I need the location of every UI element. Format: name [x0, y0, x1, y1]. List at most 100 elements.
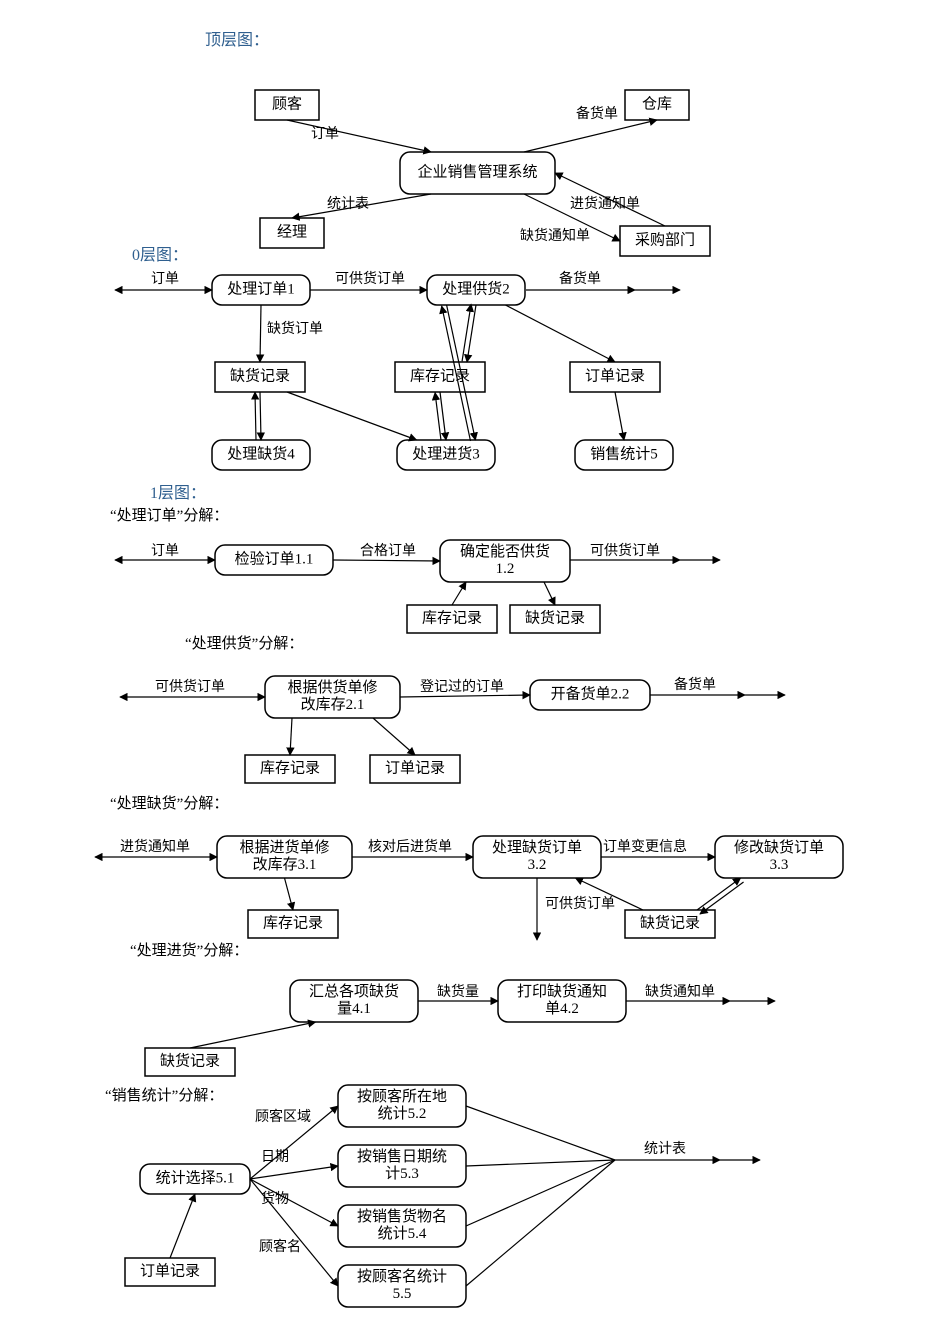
- d2_p21: 根据供货单修改库存2.1: [265, 676, 400, 718]
- svg-text:按销售日期统: 按销售日期统: [357, 1148, 447, 1165]
- svg-text:缺货记录: 缺货记录: [160, 1052, 220, 1069]
- d2_p22: 开备货单2.2: [530, 680, 650, 710]
- svg-text:统计5.4: 统计5.4: [378, 1225, 427, 1242]
- d5_order: 订单记录: [125, 1258, 215, 1286]
- t_purchase: 采购部门: [620, 226, 710, 256]
- edge-label: 可供货订单: [545, 895, 615, 912]
- edge-label: 货物: [261, 1190, 289, 1207]
- edge-label: 备货单: [576, 105, 618, 122]
- l0_p1: 处理订单1: [212, 275, 310, 305]
- edge-label: 缺货量: [437, 983, 479, 1000]
- svg-text:缺货记录: 缺货记录: [640, 914, 700, 931]
- section-heading: 1层图：: [150, 485, 206, 502]
- flow-edge: [285, 878, 294, 910]
- svg-text:按顾客名统计: 按顾客名统计: [357, 1268, 447, 1285]
- section-heading: 顶层图：: [205, 31, 269, 49]
- flow-edge: [505, 305, 615, 362]
- edge-label: 订单: [151, 543, 179, 559]
- edge-label: 日期: [261, 1149, 289, 1165]
- d2_stock: 库存记录: [245, 755, 335, 783]
- flow-edge: [250, 1179, 338, 1286]
- flow-edge: [260, 392, 261, 440]
- svg-text:3.2: 3.2: [528, 857, 547, 873]
- edge-label: 顾客区域: [255, 1108, 311, 1125]
- svg-text:开备货单2.2: 开备货单2.2: [551, 685, 630, 702]
- svg-text:库存记录: 库存记录: [422, 609, 482, 626]
- svg-text:处理订单1: 处理订单1: [227, 280, 295, 297]
- svg-text:统计5.2: 统计5.2: [378, 1105, 427, 1122]
- svg-text:统计选择5.1: 统计选择5.1: [156, 1169, 235, 1186]
- d5_p52: 按顾客所在地统计5.2: [338, 1085, 466, 1127]
- l0_p4: 处理缺货4: [212, 440, 310, 470]
- flow-edge: [452, 582, 466, 605]
- edge-label: 可供货订单: [335, 270, 405, 287]
- svg-text:改库存2.1: 改库存2.1: [301, 696, 365, 713]
- d3_p32: 处理缺货订单3.2: [473, 836, 601, 878]
- edge-label: 统计表: [644, 1141, 686, 1157]
- l0_orderrec: 订单记录: [570, 362, 660, 392]
- t_warehouse: 仓库: [625, 90, 689, 120]
- edge-label: 缺货通知单: [645, 983, 715, 1000]
- flow-edge: [435, 393, 441, 441]
- svg-text:计5.3: 计5.3: [385, 1165, 419, 1182]
- edge-label: 备货单: [559, 270, 601, 287]
- svg-text:打印缺货通知: 打印缺货通知: [517, 983, 607, 1000]
- l0_p3: 处理进货3: [397, 440, 495, 470]
- edge-label: 可供货订单: [590, 542, 660, 559]
- l0_shortrec: 缺货记录: [215, 362, 305, 392]
- edge-label: 合格订单: [360, 543, 416, 559]
- edge-label: 核对后进货单: [368, 838, 452, 855]
- d5_p54: 按销售货物名统计5.4: [338, 1205, 466, 1247]
- section-heading: “处理供货”分解：: [185, 635, 303, 652]
- flow-edge: [260, 305, 261, 362]
- d5_p51: 统计选择5.1: [140, 1164, 250, 1194]
- svg-text:库存记录: 库存记录: [260, 759, 320, 776]
- l0_stockrec: 库存记录: [395, 362, 485, 392]
- flow-edge: [255, 392, 256, 440]
- d3_p31: 根据进货单修改库存3.1: [217, 836, 352, 878]
- flow-edge: [373, 718, 415, 755]
- edge-label: 统计表: [327, 196, 369, 212]
- section-heading: 0层图：: [132, 247, 188, 264]
- d3_stock: 库存记录: [248, 910, 338, 938]
- d1_p12: 确定能否供货1.2: [440, 540, 570, 582]
- section-heading: “处理订单”分解：: [110, 507, 228, 524]
- svg-text:处理进货3: 处理进货3: [412, 445, 480, 462]
- svg-text:企业销售管理系统: 企业销售管理系统: [417, 162, 537, 180]
- flow-edge: [615, 392, 624, 440]
- svg-text:经理: 经理: [277, 223, 307, 240]
- svg-text:3.3: 3.3: [770, 857, 789, 873]
- svg-text:缺货记录: 缺货记录: [230, 367, 290, 384]
- edge-label: 缺货通知单: [520, 227, 590, 244]
- flow-edge: [290, 718, 292, 755]
- flow-edge: [440, 392, 446, 440]
- svg-text:订单记录: 订单记录: [585, 367, 645, 384]
- section-heading: “处理进货”分解：: [130, 942, 248, 959]
- d4_p42: 打印缺货通知单4.2: [498, 980, 626, 1022]
- flow-edge: [333, 560, 440, 561]
- svg-text:根据进货单修: 根据进货单修: [239, 839, 329, 856]
- flow-edge: [466, 1160, 615, 1286]
- t_customer: 顾客: [255, 90, 319, 120]
- svg-text:按顾客所在地: 按顾客所在地: [357, 1088, 447, 1105]
- dfd-diagram: 顶层图： 0层图： 1层图： “处理订单”分解： “处理供货”分解： “处理缺货”分解： “…: [0, 0, 945, 1337]
- l0_p2: 处理供货2: [427, 275, 525, 305]
- edge-label: 备货单: [674, 676, 716, 693]
- edge-label: 缺货订单: [267, 320, 323, 337]
- flow-edge: [544, 582, 555, 605]
- edge-label: 订单: [311, 126, 339, 142]
- d1_p11: 检验订单1.1: [215, 545, 333, 575]
- svg-text:1.2: 1.2: [496, 561, 515, 577]
- section-heading: “处理缺货”分解：: [110, 795, 228, 812]
- svg-text:汇总各项缺货: 汇总各项缺货: [309, 983, 399, 1000]
- edge-label: 可供货订单: [155, 678, 225, 695]
- flow-edge: [170, 1194, 195, 1258]
- svg-text:仓库: 仓库: [642, 95, 672, 112]
- svg-text:销售统计5: 销售统计5: [590, 445, 658, 462]
- edge-label: 顾客名: [259, 1238, 301, 1255]
- svg-text:检验订单1.1: 检验订单1.1: [235, 550, 314, 567]
- svg-text:单4.2: 单4.2: [545, 1000, 579, 1017]
- svg-text:处理缺货订单: 处理缺货订单: [492, 839, 582, 856]
- svg-text:顾客: 顾客: [272, 95, 302, 112]
- d4_p41: 汇总各项缺货量4.1: [290, 980, 418, 1022]
